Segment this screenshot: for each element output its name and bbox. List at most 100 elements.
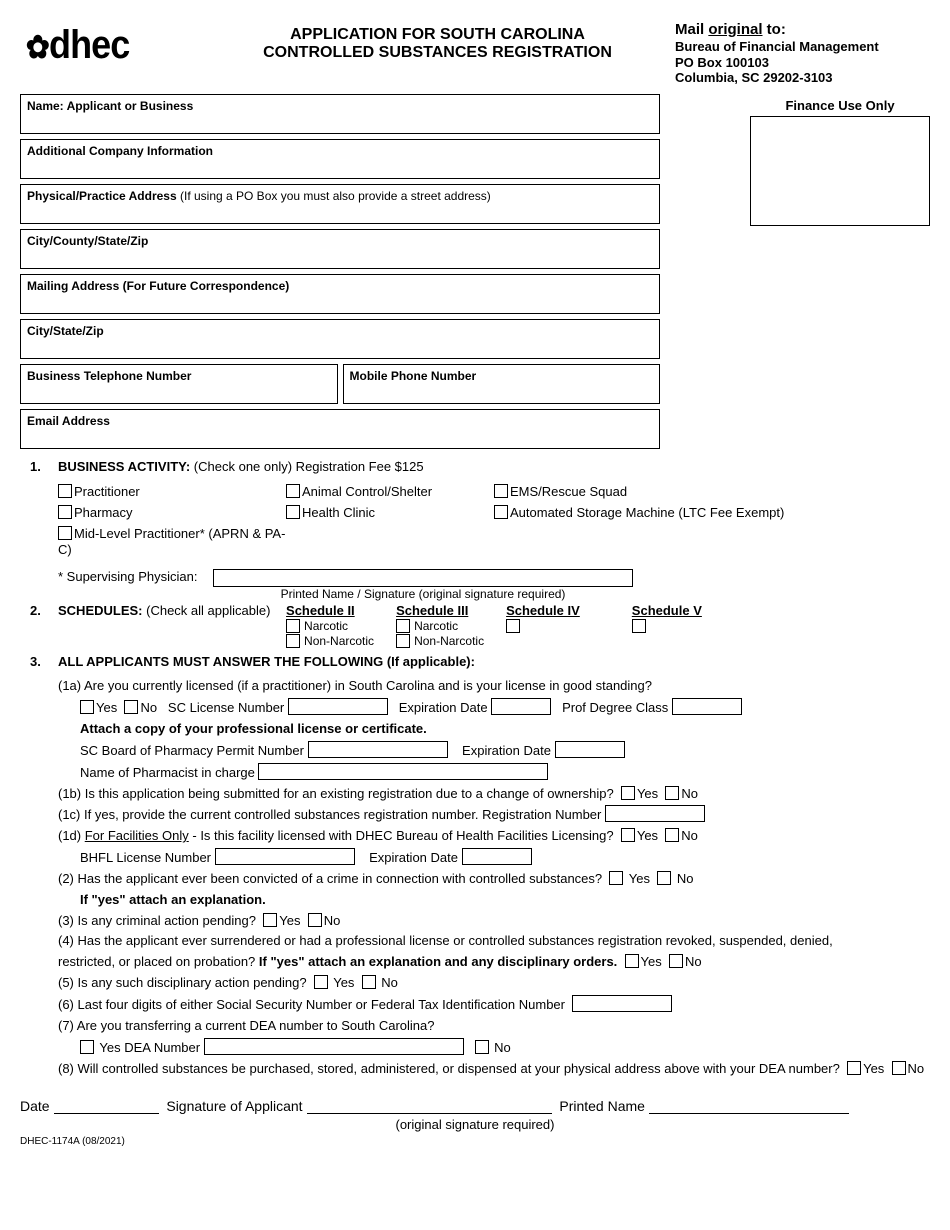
signature-line[interactable] (307, 1099, 552, 1114)
form-title: APPLICATION FOR SOUTH CAROLINA CONTROLLE… (220, 18, 655, 62)
chk-midlevel[interactable] (58, 526, 72, 540)
chk-v[interactable] (632, 619, 646, 633)
mail-line1: Bureau of Financial Management (675, 39, 879, 54)
date-line[interactable] (54, 1099, 159, 1114)
mailing-address-field[interactable]: Mailing Address (For Future Corresponden… (20, 274, 660, 314)
section-1-num: 1. (20, 459, 58, 602)
q4-no[interactable] (669, 954, 683, 968)
q2-yes[interactable] (609, 871, 623, 885)
signature-row: Date Signature of Applicant Printed Name (20, 1098, 930, 1114)
email-field[interactable]: Email Address (20, 409, 660, 449)
mobile-phone-field[interactable]: Mobile Phone Number (343, 364, 661, 404)
q1d-yes[interactable] (621, 828, 635, 842)
business-activity-options: Practitioner Pharmacy Mid-Level Practiti… (58, 484, 930, 560)
city-county-state-zip-field[interactable]: City/County/State/Zip (20, 229, 660, 269)
q2-no[interactable] (657, 871, 671, 885)
chk-iii-narcotic[interactable] (396, 619, 410, 633)
q1c: (1c) If yes, provide the current control… (58, 807, 601, 822)
q2: (2) Has the applicant ever been convicte… (58, 871, 602, 886)
ssn-tin-input[interactable] (572, 995, 672, 1012)
q1b-yes[interactable] (621, 786, 635, 800)
q7-yes[interactable] (80, 1040, 94, 1054)
q5-yes[interactable] (314, 975, 328, 989)
section-1: 1. BUSINESS ACTIVITY: (Check one only) R… (20, 459, 930, 602)
printed-name-label: Printed Name (559, 1098, 645, 1114)
schedule-ii-header: Schedule II (286, 603, 374, 618)
title-line2: CONTROLLED SUBSTANCES REGISTRATION (220, 44, 655, 62)
applicant-fields: Name: Applicant or Business Additional C… (20, 94, 660, 449)
supervising-label: * Supervising Physician: (58, 569, 213, 584)
schedule-iv-header: Schedule IV (506, 603, 580, 618)
q7: (7) Are you transferring a current DEA n… (58, 1017, 930, 1036)
chk-clinic[interactable] (286, 505, 300, 519)
q7-no[interactable] (475, 1040, 489, 1054)
pharmacy-permit-input[interactable] (308, 741, 448, 758)
printed-name-line[interactable] (649, 1099, 849, 1114)
city-state-zip-field[interactable]: City/State/Zip (20, 319, 660, 359)
orig-sig-note: (original signature required) (20, 1117, 930, 1132)
finance-label: Finance Use Only (750, 98, 930, 113)
q2b: If "yes" attach an explanation. (80, 892, 266, 907)
dea-input[interactable] (204, 1038, 464, 1055)
physical-address-field[interactable]: Physical/Practice Address (If using a PO… (20, 184, 660, 224)
reg-number-input[interactable] (605, 805, 705, 822)
degree-class-input[interactable] (672, 698, 742, 715)
bhfl-input[interactable] (215, 848, 355, 865)
section-2-num: 2. (20, 603, 58, 648)
sc-license-input[interactable] (288, 698, 388, 715)
q8-no[interactable] (892, 1061, 906, 1075)
name-field[interactable]: Name: Applicant or Business (20, 94, 660, 134)
finance-box (750, 116, 930, 226)
lic-exp-input[interactable] (491, 698, 551, 715)
q4a: (4) Has the applicant ever surrendered o… (58, 932, 930, 951)
chk-iv[interactable] (506, 619, 520, 633)
pharmacist-input[interactable] (258, 763, 548, 780)
pharmacy-exp-input[interactable] (555, 741, 625, 758)
attach-note: Attach a copy of your professional licen… (80, 721, 427, 736)
leaf-icon: ✿ (26, 28, 49, 66)
section-2-title: SCHEDULES: (58, 603, 146, 618)
section-2: 2. SCHEDULES: (Check all applicable) Sch… (20, 603, 930, 648)
q5-no[interactable] (362, 975, 376, 989)
bhfl-exp-input[interactable] (462, 848, 532, 865)
form-id: DHEC-1174A (08/2021) (20, 1136, 930, 1147)
mail-to-block: Mail original to: Bureau of Financial Ma… (675, 18, 930, 86)
schedule-v-header: Schedule V (632, 603, 702, 618)
signature-label: Signature of Applicant (166, 1098, 302, 1114)
q1b: (1b) Is this application being submitted… (58, 786, 614, 801)
chk-iii-non[interactable] (396, 634, 410, 648)
q1a-no[interactable] (124, 700, 138, 714)
supervising-caption: Printed Name / Signature (original signa… (213, 587, 633, 601)
logo: ✿dhec (20, 18, 200, 70)
section-3: 3. ALL APPLICANTS MUST ANSWER THE FOLLOW… (20, 654, 930, 1080)
q5: (5) Is any such disciplinary action pend… (58, 975, 307, 990)
supervising-physician-input[interactable] (213, 569, 633, 587)
q3-yes[interactable] (263, 913, 277, 927)
chk-animal[interactable] (286, 484, 300, 498)
mail-line3: Columbia, SC 29202-3103 (675, 70, 833, 85)
chk-ii-non[interactable] (286, 634, 300, 648)
company-field[interactable]: Additional Company Information (20, 139, 660, 179)
chk-asm[interactable] (494, 505, 508, 519)
q1b-no[interactable] (665, 786, 679, 800)
chk-practitioner[interactable] (58, 484, 72, 498)
chk-pharmacy[interactable] (58, 505, 72, 519)
chk-ems[interactable] (494, 484, 508, 498)
q8-yes[interactable] (847, 1061, 861, 1075)
q4-yes[interactable] (625, 954, 639, 968)
section-3-title: ALL APPLICANTS MUST ANSWER THE FOLLOWING… (58, 654, 475, 669)
date-label: Date (20, 1098, 50, 1114)
finance-use-only: Finance Use Only (750, 98, 930, 226)
q1d-no[interactable] (665, 828, 679, 842)
section-1-title: BUSINESS ACTIVITY: (58, 459, 194, 474)
q1a-yes[interactable] (80, 700, 94, 714)
title-line1: APPLICATION FOR SOUTH CAROLINA (220, 26, 655, 44)
chk-ii-narcotic[interactable] (286, 619, 300, 633)
business-phone-field[interactable]: Business Telephone Number (20, 364, 338, 404)
q1a: (1a) Are you currently licensed (if a pr… (58, 677, 930, 696)
q6: (6) Last four digits of either Social Se… (58, 997, 565, 1012)
logo-text: dhec (49, 23, 129, 67)
q3-no[interactable] (308, 913, 322, 927)
schedule-iii-header: Schedule III (396, 603, 484, 618)
q3: (3) Is any criminal action pending? (58, 913, 256, 928)
